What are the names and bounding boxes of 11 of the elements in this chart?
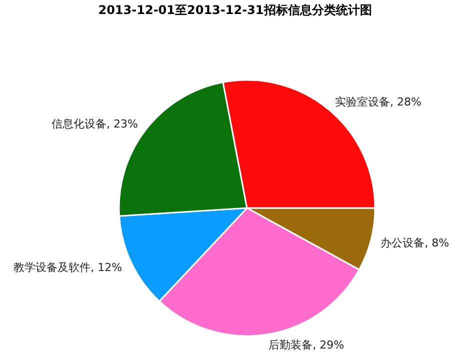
slice-label: 办公设备: [380, 236, 425, 250]
slice-label: 信息化设备: [52, 117, 107, 130]
data-label: , 8%: [424, 236, 450, 250]
chart-title: 2013-12-01至2013-12-31招标信息分类统计图: [98, 3, 372, 17]
data-label: , 29%: [312, 338, 344, 352]
data-label: , 28%: [390, 96, 422, 109]
slice-label: 实验室设备: [334, 96, 390, 109]
data-label: , 23%: [106, 117, 138, 130]
slice-label: 后勤装备: [268, 338, 313, 352]
data-label: , 12%: [90, 260, 122, 274]
slice-label: 教学设备及软件: [14, 260, 91, 274]
